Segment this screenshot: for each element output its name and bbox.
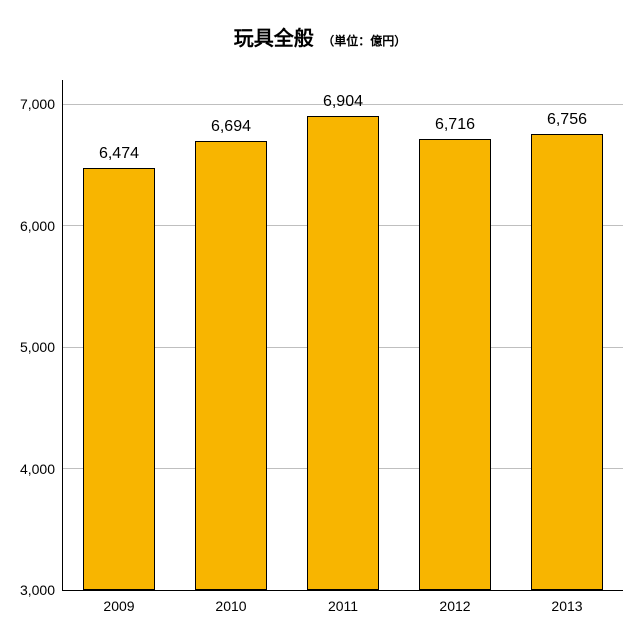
bar-value-label: 6,474 bbox=[99, 145, 139, 169]
bar: 6,904 bbox=[307, 116, 379, 590]
x-tick-label: 2010 bbox=[215, 590, 246, 614]
x-tick-label: 2012 bbox=[439, 590, 470, 614]
bar: 6,474 bbox=[83, 168, 155, 590]
bar: 6,694 bbox=[195, 141, 267, 590]
chart-title: 玩具全般 bbox=[234, 28, 314, 50]
bar: 6,716 bbox=[419, 139, 491, 590]
y-tick-label: 5,000 bbox=[20, 339, 63, 355]
y-tick-label: 7,000 bbox=[20, 96, 63, 112]
chart-container: 玩具全般 （単位：億円） 3,0004,0005,0006,0007,00020… bbox=[0, 0, 640, 636]
chart-subtitle: （単位：億円） bbox=[322, 34, 406, 48]
bar-value-label: 6,694 bbox=[211, 118, 251, 142]
x-tick-label: 2013 bbox=[551, 590, 582, 614]
x-tick-label: 2009 bbox=[103, 590, 134, 614]
y-tick-label: 3,000 bbox=[20, 582, 63, 598]
bar-value-label: 6,904 bbox=[323, 93, 363, 117]
bar: 6,756 bbox=[531, 134, 603, 590]
bar-value-label: 6,716 bbox=[435, 116, 475, 140]
y-tick-label: 6,000 bbox=[20, 218, 63, 234]
x-tick-label: 2011 bbox=[328, 590, 358, 614]
plot-area: 3,0004,0005,0006,0007,00020096,47420106,… bbox=[62, 80, 623, 591]
bar-value-label: 6,756 bbox=[547, 111, 587, 135]
y-tick-label: 4,000 bbox=[20, 461, 63, 477]
chart-title-row: 玩具全般 （単位：億円） bbox=[0, 22, 640, 51]
